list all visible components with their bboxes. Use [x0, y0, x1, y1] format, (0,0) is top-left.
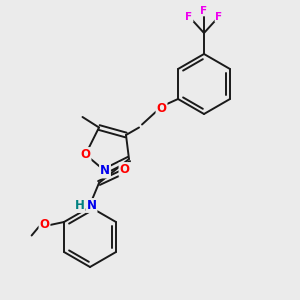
- Text: F: F: [185, 11, 193, 22]
- Text: N: N: [100, 164, 110, 178]
- Text: O: O: [119, 163, 130, 176]
- Text: F: F: [215, 11, 223, 22]
- Text: N: N: [86, 199, 97, 212]
- Text: O: O: [40, 218, 50, 232]
- Text: O: O: [157, 101, 166, 115]
- Text: O: O: [80, 148, 91, 161]
- Text: F: F: [200, 5, 208, 16]
- Text: H: H: [75, 199, 84, 212]
